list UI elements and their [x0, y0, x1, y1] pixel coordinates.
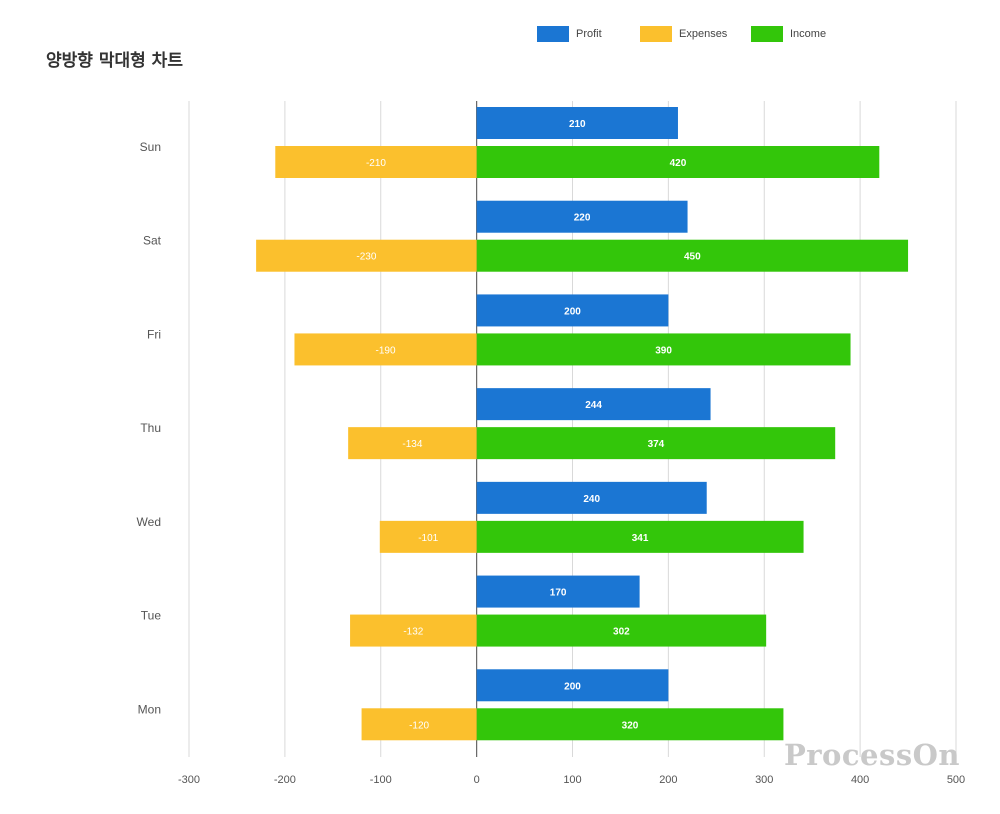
x-tick-label: 200: [659, 774, 677, 786]
bar-income: [476, 146, 880, 178]
bar-profit: [476, 294, 669, 327]
bar-profit: [476, 669, 669, 702]
bar-profit: [476, 107, 678, 139]
data-label-income: 374: [648, 439, 665, 450]
data-label-profit: 240: [583, 494, 600, 505]
data-label-profit: 244: [585, 400, 602, 411]
bar-income: [476, 427, 836, 460]
x-tick-label: 100: [563, 774, 581, 786]
legend-label-expenses: Expenses: [679, 28, 728, 40]
bar-profit: [476, 481, 707, 514]
bar-profit: [476, 575, 640, 608]
bar-expenses: [294, 333, 477, 366]
chart-title: 양방향 막대형 차트: [46, 51, 183, 71]
y-category-label: Sat: [143, 234, 162, 248]
bar-expenses: [350, 614, 477, 647]
y-category-label: Thu: [140, 421, 161, 435]
bar-profit: [476, 200, 688, 233]
y-category-label: Fri: [147, 327, 161, 341]
data-label-expenses: -101: [418, 533, 438, 544]
data-label-income: 420: [670, 158, 687, 169]
legend-swatch-income: [751, 26, 783, 42]
y-category-label: Wed: [137, 515, 161, 529]
data-label-income: 320: [622, 720, 639, 731]
data-label-expenses: -120: [409, 720, 429, 731]
bar-income: [476, 614, 767, 647]
data-label-expenses: -230: [356, 252, 376, 263]
bar-income: [476, 520, 804, 553]
legend-item-income[interactable]: Income: [751, 24, 826, 44]
x-tick-label: -100: [370, 774, 392, 786]
data-label-expenses: -132: [403, 627, 423, 638]
bar-income: [476, 708, 784, 741]
legend-swatch-profit: [537, 26, 569, 42]
y-category-label: Sun: [140, 140, 161, 154]
data-label-profit: 220: [574, 213, 591, 224]
data-label-expenses: -210: [366, 158, 386, 169]
data-label-expenses: -190: [376, 345, 396, 356]
bar-income: [476, 239, 909, 272]
x-tick-label: 300: [755, 774, 773, 786]
bar-profit: [476, 388, 711, 421]
x-tick-label: 500: [947, 774, 965, 786]
bar-expenses: [379, 520, 477, 553]
legend-label-profit: Profit: [576, 28, 602, 40]
data-label-income: 390: [655, 345, 672, 356]
y-category-label: Tue: [141, 609, 162, 623]
x-tick-label: -200: [274, 774, 296, 786]
watermark-text: ProcessOn: [783, 738, 960, 772]
data-label-income: 302: [613, 627, 630, 638]
y-category-label: Mon: [138, 702, 161, 716]
legend-item-expenses[interactable]: Expenses: [640, 24, 727, 44]
x-tick-label: 400: [851, 774, 869, 786]
bar-expenses: [361, 708, 477, 741]
x-tick-label: -300: [178, 774, 200, 786]
data-label-income: 341: [632, 533, 649, 544]
legend-item-profit[interactable]: Profit: [537, 24, 602, 44]
data-label-profit: 210: [569, 119, 586, 130]
data-label-income: 450: [684, 252, 701, 263]
bar-expenses: [256, 239, 477, 272]
bar-expenses: [275, 146, 477, 178]
legend-label-income: Income: [790, 28, 827, 40]
data-label-expenses: -134: [402, 439, 422, 450]
data-label-profit: 200: [564, 306, 581, 317]
bar-expenses: [348, 427, 477, 460]
bar-income: [476, 333, 851, 366]
data-label-profit: 170: [550, 588, 567, 599]
legend-swatch-expenses: [640, 26, 672, 42]
x-tick-label: 0: [474, 774, 480, 786]
data-label-profit: 200: [564, 681, 581, 692]
